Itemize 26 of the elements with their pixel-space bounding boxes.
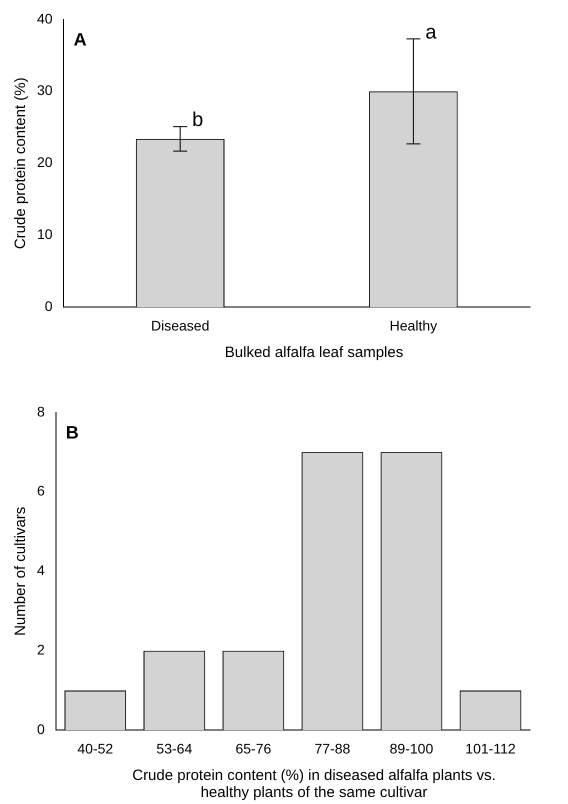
y-axis-title: Number of cultivars bbox=[12, 506, 30, 636]
y-axis-title: Crude protein content (%) bbox=[12, 77, 30, 250]
y-tick-label: 0 bbox=[44, 298, 53, 314]
annotation: B bbox=[66, 422, 79, 442]
y-tick-label: 8 bbox=[36, 403, 45, 420]
x-axis-title: Bulked alfalfa leaf samples bbox=[224, 344, 404, 361]
y-tick-label: 40 bbox=[36, 10, 53, 26]
annotation: A bbox=[74, 29, 87, 50]
y-tick-label: 4 bbox=[36, 562, 45, 578]
x-tick-label: Diseased bbox=[150, 317, 210, 334]
x-tick-label: 77-88 bbox=[314, 740, 351, 756]
x-axis-title: Crude protein content (%) in diseased alfalfa plants vs. healthy plants of the same cultivar bbox=[131, 767, 497, 801]
x-tick-label: 53-64 bbox=[156, 740, 192, 756]
y-tick-label: 20 bbox=[36, 154, 53, 170]
x-tick-label: Healthy bbox=[390, 317, 438, 334]
x-tick-label: 65-76 bbox=[235, 740, 272, 756]
x-tick-label: 89-100 bbox=[390, 740, 434, 756]
y-tick-label: 30 bbox=[36, 82, 53, 98]
y-tick-label: 6 bbox=[36, 482, 45, 499]
y-tick-label: 2 bbox=[36, 642, 45, 658]
x-tick-label: 40-52 bbox=[77, 740, 114, 756]
annotation: b bbox=[192, 109, 204, 132]
annotation: a bbox=[425, 21, 438, 44]
y-tick-label: 10 bbox=[36, 226, 53, 242]
y-tick-label: 0 bbox=[36, 721, 45, 738]
x-tick-label: 101-112 bbox=[465, 740, 516, 756]
